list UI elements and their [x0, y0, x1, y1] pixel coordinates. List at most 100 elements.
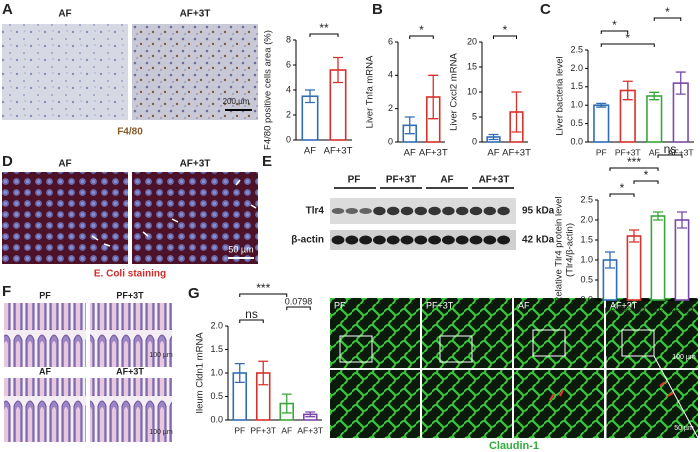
significance-bracket — [600, 43, 655, 47]
significance-bracket — [600, 30, 629, 34]
micrograph — [90, 303, 172, 367]
image-label: PF — [334, 300, 346, 310]
error-bar — [428, 74, 439, 120]
image-label: AF — [39, 366, 51, 376]
panel-letter: C — [540, 1, 551, 18]
significance-label: *** — [256, 281, 270, 295]
significance-label: * — [612, 18, 617, 32]
y-tick-label: 4 — [388, 70, 393, 80]
y-tick-label: 1.0 — [570, 100, 583, 110]
x-tick-label: AF+3T — [502, 148, 531, 159]
significance-label: * — [644, 168, 649, 182]
lane-label: PF+3T — [386, 175, 416, 186]
error-bar — [675, 71, 686, 95]
micrograph — [330, 370, 420, 438]
x-tick-label: AF+3T — [324, 146, 353, 157]
significance-bracket — [309, 33, 339, 37]
bar — [674, 219, 690, 301]
y-axis-label: F4/80 positive cells area (%) — [263, 30, 274, 150]
significance-bracket — [609, 167, 659, 171]
lane-label: AF+3T — [479, 175, 510, 186]
significance-bracket — [493, 35, 517, 39]
x-tick-label: AF — [487, 148, 499, 159]
error-bar — [596, 102, 607, 108]
y-tick-label: 6 — [388, 36, 393, 46]
size-label: 95 kDa — [522, 206, 555, 217]
image-label: AF+3T — [610, 300, 638, 310]
significance-label: * — [665, 5, 670, 19]
error-bar — [258, 360, 269, 386]
y-tick-label: 0 — [388, 136, 393, 146]
significance-label: * — [625, 31, 630, 45]
image-label: PF — [39, 290, 51, 300]
y-axis-label: Liver Cxcl2 mRNA — [449, 53, 460, 131]
y-tick-label: 0.0 — [210, 414, 223, 424]
y-tick-label: 0.5 — [210, 391, 223, 401]
image-label: AF — [58, 9, 71, 20]
x-tick-label: AF+3T — [419, 148, 448, 159]
scale-label: 100 µm — [149, 352, 173, 359]
y-tick-label: 1.5 — [580, 234, 593, 244]
band — [428, 235, 441, 245]
x-tick-label: PF+3T — [615, 147, 641, 157]
y-tick-label: 0.5 — [580, 274, 593, 284]
x-tick-label: PF — [605, 305, 616, 315]
error-bar — [605, 251, 615, 269]
micrograph — [132, 24, 258, 120]
significance-bracket — [633, 180, 659, 184]
band — [469, 235, 483, 245]
micrograph — [422, 298, 512, 368]
y-tick-label: 15 — [467, 61, 477, 71]
panel-letter: G — [188, 285, 200, 302]
bar — [593, 104, 610, 143]
band — [442, 206, 455, 216]
band — [497, 235, 510, 245]
y-tick-label: 0.0 — [570, 136, 583, 146]
lane-label: AF — [440, 175, 453, 186]
band — [331, 235, 345, 245]
y-tick-label: 8 — [286, 34, 291, 44]
scale-label: 100 µm — [149, 429, 173, 436]
band — [400, 235, 414, 245]
x-tick-label: AF — [304, 146, 316, 157]
zoom-lines — [605, 355, 699, 439]
error-bar — [305, 411, 316, 418]
band — [359, 208, 372, 214]
y-axis-label: Liver Tnfa mRNA — [365, 55, 376, 128]
micrograph — [514, 370, 604, 438]
image-label: AF — [518, 300, 530, 310]
x-tick-label: AF+3T — [297, 425, 323, 435]
western-blot — [330, 198, 516, 250]
significance-bracket — [239, 319, 264, 323]
micrograph — [90, 378, 172, 442]
scale-label: 50 µm — [228, 244, 253, 254]
error-bar — [305, 89, 315, 104]
claudin-images — [330, 298, 699, 439]
error-bar — [629, 229, 639, 243]
y-tick-label: 4 — [286, 84, 291, 94]
y-axis-label: Liver bacteria level — [555, 56, 566, 135]
significance-bracket — [609, 193, 635, 197]
band — [455, 235, 469, 245]
arrows — [549, 381, 674, 401]
x-tick-label: AF+3T — [669, 305, 695, 315]
band — [442, 235, 455, 245]
significance-bracket — [239, 293, 288, 297]
significance-label: * — [503, 23, 508, 37]
image-label: PF+3T — [426, 300, 454, 310]
bar — [626, 235, 642, 301]
y-tick-label: 2 — [388, 103, 393, 113]
micrograph — [2, 172, 128, 264]
band — [387, 206, 400, 216]
y-tick-label: 1.5 — [570, 81, 583, 91]
x-tick-label: AF — [404, 148, 416, 159]
bar — [650, 215, 666, 301]
x-tick-label: AF+3T — [668, 147, 694, 157]
x-tick-label: AF — [281, 425, 292, 435]
error-bar — [511, 91, 522, 133]
panel-letter: E — [262, 153, 272, 170]
y-tick-label: 0.5 — [570, 118, 583, 128]
band — [345, 235, 359, 245]
error-bar — [404, 116, 415, 135]
